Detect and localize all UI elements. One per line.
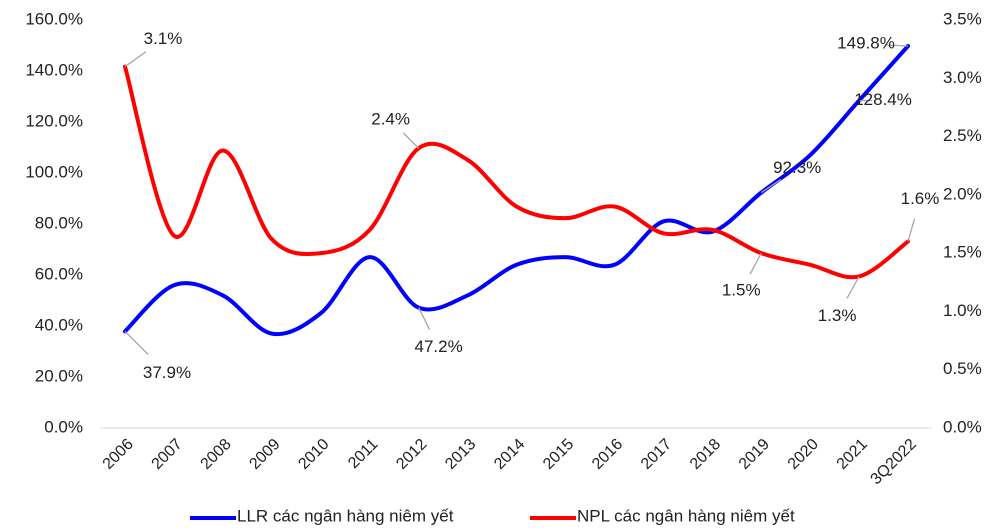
x-tick-label: 2021 <box>834 436 871 473</box>
data-label: 37.9% <box>143 363 191 382</box>
x-tick-label: 2016 <box>589 436 626 473</box>
y-tick-label: 20.0% <box>35 366 83 385</box>
legend-label: LLR các ngân hàng niêm yết <box>237 506 454 525</box>
x-tick-label: 2008 <box>197 436 234 473</box>
leader-line <box>760 178 782 194</box>
series-line <box>123 64 910 280</box>
leader-line <box>124 51 147 68</box>
y2-tick-label: 3.5% <box>943 9 982 28</box>
x-tick-label: 2013 <box>442 436 479 473</box>
leader-line <box>402 132 420 149</box>
y-tick-label: 60.0% <box>35 264 83 283</box>
leader-line <box>124 330 149 355</box>
y-tick-label: 100.0% <box>25 162 83 181</box>
leader-line <box>884 44 909 47</box>
y2-tick-label: 0.0% <box>943 417 982 436</box>
y2-tick-label: 2.0% <box>943 184 982 203</box>
data-label: 1.5% <box>722 281 761 300</box>
y2-tick-label: 2.5% <box>943 126 982 145</box>
y-tick-label: 40.0% <box>35 315 83 334</box>
data-label: 128.4% <box>854 90 912 109</box>
y2-tick-label: 3.0% <box>943 68 982 87</box>
x-tick-label: 2010 <box>295 436 332 473</box>
x-tick-label: 2011 <box>345 436 381 472</box>
y-tick-label: 0.0% <box>44 417 83 436</box>
x-tick-label: 2012 <box>393 436 430 473</box>
y-tick-label: 80.0% <box>35 213 83 232</box>
leader-line <box>846 276 860 299</box>
data-label: 2.4% <box>371 110 410 129</box>
x-tick-label: 3Q2022 <box>868 436 920 488</box>
data-label: 149.8% <box>837 33 895 52</box>
data-label: 1.6% <box>901 189 940 208</box>
legend-label: NPL các ngân hàng niêm yết <box>577 506 795 525</box>
data-label: 3.1% <box>144 29 183 48</box>
x-tick-label: 2017 <box>638 436 675 473</box>
x-tick-label: 2018 <box>687 436 724 473</box>
x-tick-label: 2009 <box>246 436 283 473</box>
series-line <box>123 44 910 337</box>
x-tick-label: 2019 <box>736 436 773 473</box>
leader-line <box>418 307 431 330</box>
y-tick-label: 140.0% <box>25 60 83 79</box>
y-tick-label: 160.0% <box>25 9 83 28</box>
data-label: 92.3% <box>773 158 821 177</box>
data-label: 1.3% <box>818 306 857 325</box>
leader-line <box>907 218 916 242</box>
data-label: 47.2% <box>415 337 463 356</box>
x-tick-label: 2014 <box>491 436 528 473</box>
y2-tick-label: 1.0% <box>943 301 982 320</box>
leader-line <box>749 252 762 275</box>
y-tick-label: 120.0% <box>25 111 83 130</box>
y2-tick-label: 0.5% <box>943 359 982 378</box>
y2-tick-label: 1.5% <box>943 243 982 262</box>
x-tick-label: 2007 <box>149 436 186 473</box>
x-tick-label: 2020 <box>785 436 822 473</box>
x-tick-label: 2015 <box>540 436 577 473</box>
x-tick-label: 2006 <box>100 436 137 473</box>
